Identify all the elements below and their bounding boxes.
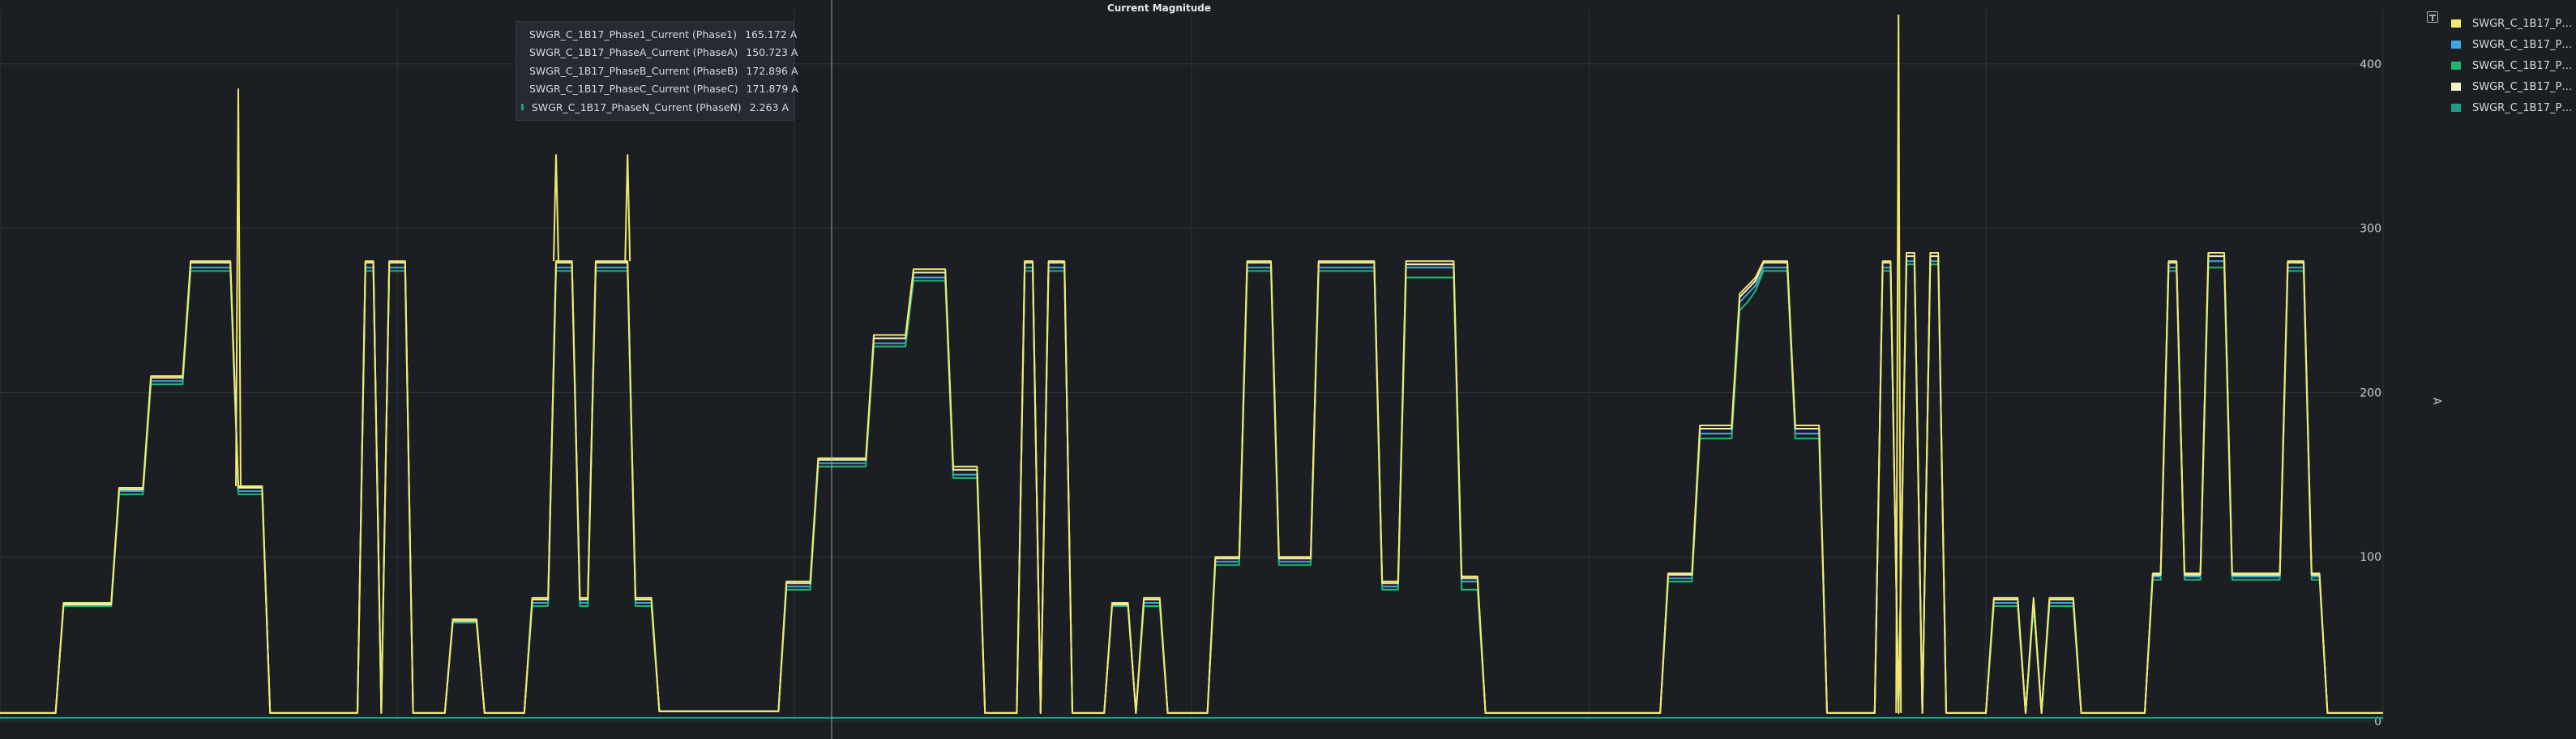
- legend-swatch: [2451, 41, 2461, 49]
- series-lines: [0, 14, 2383, 719]
- legend-swatch: [2451, 83, 2461, 91]
- legend-label: SWGR_C_1B17_Phas...: [2472, 38, 2574, 51]
- tooltip-series-value: 171.879 A: [746, 83, 798, 96]
- spike-mark: [1895, 14, 1902, 713]
- legend-swatch: [2451, 104, 2461, 112]
- tooltip-series-value: 172.896 A: [746, 64, 798, 77]
- y-axis-label: A: [2430, 398, 2442, 405]
- spike-mark: [624, 154, 631, 262]
- chart-menu-icon[interactable]: [2427, 11, 2438, 23]
- tooltip-row-phase1: SWGR_C_1B17_Phase1_Current (Phase1) 165.…: [521, 25, 797, 44]
- tooltip-series-name: SWGR_C_1B17_PhaseC_Current (PhaseC): [529, 83, 738, 96]
- tooltip-row-phaseb: SWGR_C_1B17_PhaseB_Current (PhaseB) 172.…: [521, 62, 798, 80]
- legend-swatch: [2451, 62, 2461, 70]
- y-tick-label: 400: [2360, 58, 2381, 71]
- legend-label: SWGR_C_1B17_Phas...: [2472, 17, 2574, 30]
- tooltip-series-name: SWGR_C_1B17_PhaseN_Current (PhaseN): [531, 100, 742, 113]
- legend-item-phasea[interactable]: SWGR_C_1B17_Phas...: [2451, 34, 2574, 55]
- tooltip-row-phasen: SWGR_C_1B17_PhaseN_Current (PhaseN) 2.26…: [521, 98, 789, 117]
- y-tick-label: 200: [2360, 387, 2381, 399]
- tooltip-series-name: SWGR_C_1B17_Phase1_Current (Phase1): [529, 28, 738, 41]
- legend-swatch: [2451, 19, 2461, 28]
- spike-mark: [553, 154, 559, 262]
- hover-tooltip: SWGR_C_1B17_Phase1_Current (Phase1) 165.…: [516, 21, 798, 121]
- y-tick-label: 300: [2360, 223, 2381, 236]
- spike-mark: [235, 88, 242, 487]
- y-tick-label: 100: [2360, 551, 2381, 564]
- legend-item-phasen[interactable]: SWGR_C_1B17_Phas...: [2451, 97, 2574, 118]
- tooltip-series-value: 2.263 A: [749, 100, 789, 113]
- swatch-phasen: [521, 104, 524, 111]
- legend-item-phaseb[interactable]: SWGR_C_1B17_Phas...: [2451, 55, 2574, 76]
- tooltip-series-name: SWGR_C_1B17_PhaseB_Current (PhaseB): [529, 64, 738, 77]
- series-line-swgr_c_1b17_phase1_current: [0, 252, 2383, 714]
- tooltip-series-value: 150.723 A: [746, 46, 798, 59]
- tooltip-row-phasec: SWGR_C_1B17_PhaseC_Current (PhaseC) 171.…: [521, 80, 798, 99]
- y-axis-ticks: 0 100 200 300 400: [2360, 58, 2381, 728]
- y-tick-label: 0: [2374, 716, 2381, 728]
- legend-label: SWGR_C_1B17_Phas...: [2472, 59, 2574, 72]
- tooltip-row-phasea: SWGR_C_1B17_PhaseA_Current (PhaseA) 150.…: [521, 44, 798, 62]
- tooltip-series-value: 165.172 A: [745, 28, 798, 41]
- legend-item-phasec[interactable]: SWGR_C_1B17_Phas...: [2451, 76, 2574, 97]
- chart-legend: SWGR_C_1B17_Phas... SWGR_C_1B17_Phas... …: [2451, 13, 2574, 118]
- legend-label: SWGR_C_1B17_Phas...: [2472, 80, 2574, 93]
- grid-lines: [0, 10, 2384, 722]
- tooltip-series-name: SWGR_C_1B17_PhaseA_Current (PhaseA): [529, 46, 738, 59]
- chart-title: Current Magnitude: [1107, 2, 1211, 14]
- legend-label: SWGR_C_1B17_Phas...: [2472, 101, 2574, 114]
- legend-item-phase1[interactable]: SWGR_C_1B17_Phas...: [2451, 13, 2574, 34]
